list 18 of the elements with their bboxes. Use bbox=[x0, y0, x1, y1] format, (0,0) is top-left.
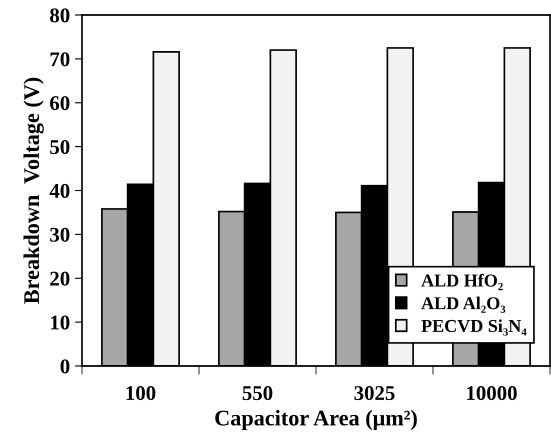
x-tick-label: 3025 bbox=[354, 386, 395, 400]
legend-label: ALD Al₂O₃ bbox=[421, 296, 506, 313]
legend-label: PECVD Si₃N₄ bbox=[421, 319, 527, 336]
y-tick-label: 50 bbox=[50, 140, 70, 154]
y-axis-title: Breakdown Voltage (V) bbox=[23, 78, 44, 304]
y-tick-label: 70 bbox=[50, 52, 70, 66]
x-axis-title: Capacitor Area (μm²) bbox=[215, 410, 417, 430]
legend-label: ALD HfO₂ bbox=[421, 274, 503, 290]
x-tick-label: 550 bbox=[242, 386, 272, 400]
x-tick-label: 100 bbox=[126, 386, 156, 400]
y-tick-label: 20 bbox=[50, 272, 70, 286]
y-tick-label: 40 bbox=[50, 184, 70, 198]
x-tick-label: 10000 bbox=[467, 386, 517, 400]
y-tick-label: 30 bbox=[50, 228, 70, 242]
y-tick-label: 60 bbox=[50, 96, 70, 110]
y-tick-label: 80 bbox=[50, 8, 70, 22]
y-tick-label: 10 bbox=[51, 316, 70, 330]
y-tick-label: 0 bbox=[60, 359, 70, 374]
